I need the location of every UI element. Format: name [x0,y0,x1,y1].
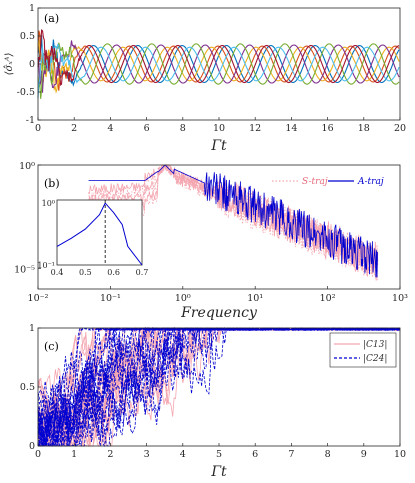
x-tick-label: 9 [361,449,367,460]
legend-label-c13: |C13| [363,340,387,350]
panel-b-xlabel: Frequency [180,305,258,321]
y-tick-label: 1 [29,323,35,334]
panel-a-frame [37,7,401,121]
x-tick-label: 7 [288,449,294,460]
x-tick-label: 18 [358,123,370,134]
series-line [37,327,401,432]
y-tick-label: 0.5 [20,382,35,393]
inset-series-line [56,202,143,266]
x-tick-label: 5 [216,449,222,460]
series-line-0 [37,35,400,87]
series-line [37,327,401,448]
x-tick-label: 12 [249,123,261,134]
panel-a-ylabel: ⟨σ̂ₓᴬ⟩ [4,53,15,76]
y-tick-label: -0.5 [17,87,35,98]
x-tick-label: 10 [213,123,225,134]
panel-c-ticks: 0 1 2 3 4 5 6 7 8 9 10 0 0.5 1 [20,323,406,460]
panel-b-label: (b) [44,177,60,190]
panel-a-label: (a) [44,12,59,25]
x-tick-label: 10² [320,293,336,304]
y-tick-label: 0 [29,441,35,452]
panel-b-frame [37,164,401,290]
x-tick-label: 10¹ [247,293,263,304]
panel-b-inset: 0.4 0.5 0.6 0.7 10⁻¹ 10⁰ [37,199,148,277]
panel-c-xlabel: Γt [210,464,227,480]
x-tick-label: 0 [35,449,41,460]
inset-frame [56,199,143,266]
x-tick-label: 10⁻² [28,293,49,304]
x-tick-label: 14 [285,123,297,134]
y-tick-label: 10⁻⁵ [14,264,35,275]
x-tick-label: 1 [71,449,77,460]
x-tick-label: 20 [394,123,406,134]
x-tick-label: 2 [71,123,77,134]
inset-content: 0.4 0.5 0.6 0.7 10⁻¹ 10⁰ [37,199,148,277]
inset-x-tick-label: 0.7 [136,268,149,277]
series-line [37,327,401,445]
panel-b-legend: S-traj A-traj [272,177,384,187]
legend-box [329,332,397,368]
y-tick-label: -1 [26,115,35,126]
series-line-3 [37,40,400,93]
x-tick-label: 4 [107,123,113,134]
legend-label-s-traj: S-traj [302,177,328,187]
y-tick-label: 0 [29,59,35,70]
panel-c-legend: |C13| |C24| [329,332,397,368]
panel-a-series [37,29,400,99]
x-tick-label: 6 [144,123,150,134]
panel-c: 0 1 2 3 4 5 6 7 8 9 10 0 0.5 1 (c) Γt |C13| |C24| [20,323,406,480]
panel-b-ticks: 10⁻² 10⁻¹ 10⁰ 10¹ 10² 10³ 10⁻⁵ 10⁰ [14,161,408,304]
x-tick-label: 8 [325,449,331,460]
panel-c-label: (c) [44,340,59,353]
legend-label-c24: |C24| [363,354,387,364]
x-tick-label: 2 [107,449,113,460]
series-line-6 [37,29,400,86]
y-tick-label: 10⁰ [19,161,35,172]
inset-x-tick-label: 0.6 [107,268,120,277]
x-tick-label: 6 [252,449,258,460]
panel-a: 0 2 4 6 8 10 12 14 16 18 20 -1 -0.5 0 0.5 1 (a) Γt ⟨σ̂ₓ… [4,3,406,154]
inset-x-tick-label: 0.4 [51,268,64,277]
x-tick-label: 16 [322,123,334,134]
series-line-5 [37,43,400,99]
x-tick-label: 8 [180,123,186,134]
panel-a-ticks: 0 2 4 6 8 10 12 14 16 18 20 -1 -0.5 0 0.5 1 [17,3,406,134]
series-line-a-traj [88,164,378,278]
series-line-1 [37,30,400,91]
x-tick-label: 10⁰ [175,293,191,304]
series-line [37,326,401,448]
series-line-s-traj [88,164,379,272]
series-line [37,327,401,447]
inset-y-tick-label: 10⁻¹ [37,261,55,270]
inset-y-tick-label: 10⁰ [42,199,55,208]
panel-a-xlabel: Γt [210,138,227,154]
x-tick-label: 10⁻¹ [100,293,121,304]
y-tick-label: 0.5 [20,31,35,42]
x-tick-label: 10 [394,449,406,460]
x-tick-label: 4 [180,449,186,460]
legend-label-a-traj: A-traj [357,177,384,187]
y-tick-label: 1 [29,3,35,14]
inset-x-tick-label: 0.5 [79,268,92,277]
panel-b: 10⁻² 10⁻¹ 10⁰ 10¹ 10² 10³ 10⁻⁵ 10⁰ (b) Frequenc… [14,161,408,321]
x-tick-label: 10³ [392,293,408,304]
x-tick-label: 0 [35,123,41,134]
x-tick-label: 3 [144,449,150,460]
